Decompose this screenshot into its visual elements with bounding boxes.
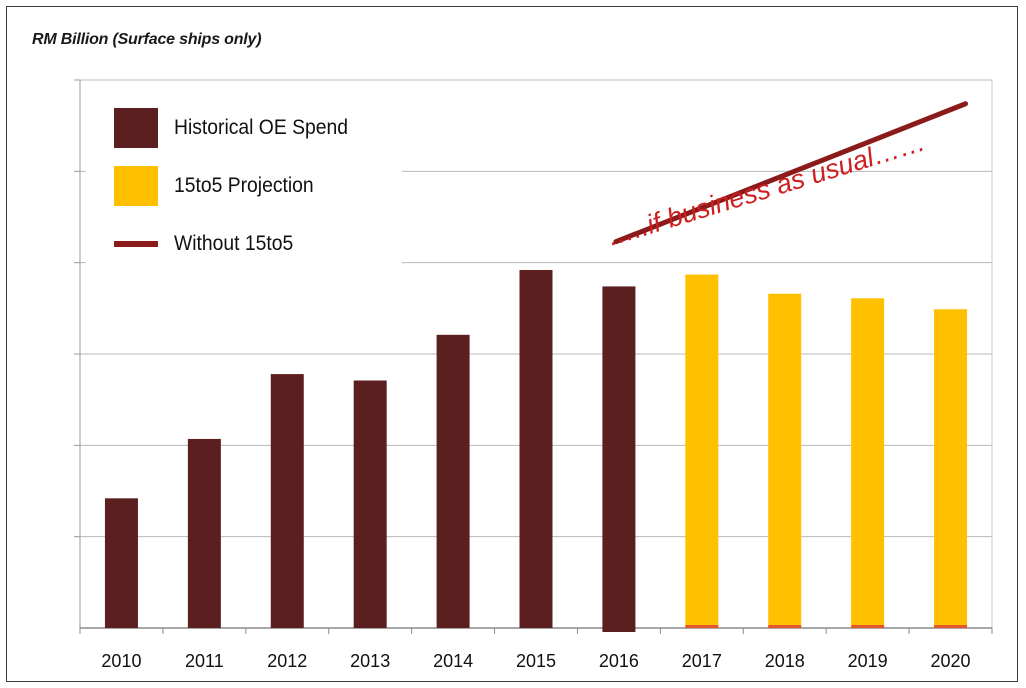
bar-2011 <box>187 438 221 628</box>
legend-label-historical: Historical OE Spend <box>174 116 348 139</box>
x-tick-label: 2017 <box>682 651 722 671</box>
legend-item-historical: Historical OE Spend <box>114 108 363 148</box>
bar-2017 <box>685 274 719 628</box>
legend-label-without: Without 15to5 <box>174 232 294 255</box>
bar-2016 <box>602 286 636 632</box>
bar-base-2017 <box>685 625 719 628</box>
x-tick-label: 2014 <box>433 651 473 671</box>
bar-2019 <box>851 298 885 628</box>
legend-label-projection: 15to5 Projection <box>174 174 314 197</box>
bars-layer <box>104 269 968 632</box>
bar-2010 <box>104 498 138 628</box>
trend-line-layer <box>613 101 969 245</box>
legend-item-projection: 15to5 Projection <box>114 166 326 206</box>
unit-label: RM Billion (Surface ships only) <box>32 31 262 48</box>
x-tick-label: 2011 <box>185 651 224 671</box>
x-tick-label: 2015 <box>516 651 556 671</box>
x-tick-label: 2019 <box>848 651 888 671</box>
bar-2012 <box>270 374 304 628</box>
bar-2020 <box>934 309 968 628</box>
bar-2018 <box>768 293 802 628</box>
x-tick-label: 2018 <box>765 651 805 671</box>
bar-2013 <box>353 380 387 628</box>
x-tick-label: 2013 <box>350 651 390 671</box>
x-tick-labels: 2010 2011 2012 2013 2014 2015 2016 2017 2018 2019… <box>101 651 970 671</box>
bar-base-2019 <box>851 625 885 628</box>
legend-swatch-projection <box>114 166 158 206</box>
x-tick-label: 2012 <box>267 651 307 671</box>
bar-base-2020 <box>934 625 968 628</box>
legend: Historical OE Spend 15to5 Projection Wit… <box>86 92 402 268</box>
trend-line-without-15to5 <box>613 101 969 245</box>
x-tick-label: 2010 <box>101 651 141 671</box>
x-tick-label: 2020 <box>931 651 971 671</box>
bar-2014 <box>436 334 470 628</box>
legend-item-without: Without 15to5 <box>114 224 304 264</box>
legend-line-without <box>114 241 158 247</box>
bar-base-2018 <box>768 625 802 628</box>
x-tick-label: 2016 <box>599 651 639 671</box>
bar-2015 <box>519 269 553 628</box>
legend-swatch-historical <box>114 108 158 148</box>
